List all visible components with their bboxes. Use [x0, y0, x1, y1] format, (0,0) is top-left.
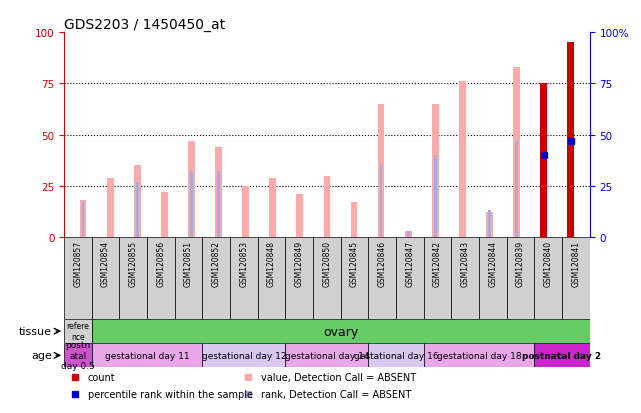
Text: GSM120848: GSM120848 [267, 240, 276, 286]
Bar [285, 344, 369, 368]
Text: age: age [31, 351, 52, 361]
Text: count: count [88, 372, 115, 382]
Bar [567, 43, 574, 237]
Bar [313, 237, 341, 319]
Text: gestational day 11: gestational day 11 [104, 351, 189, 360]
Bar [147, 237, 175, 319]
Text: GSM120850: GSM120850 [322, 240, 331, 286]
Text: GSM120856: GSM120856 [156, 240, 165, 286]
Text: postnatal day 2: postnatal day 2 [522, 351, 602, 360]
Text: GSM120849: GSM120849 [295, 240, 304, 286]
Bar [64, 344, 92, 368]
Bar [230, 237, 258, 319]
Bar [369, 344, 424, 368]
Bar [341, 237, 369, 319]
Bar [540, 84, 547, 237]
Bar [535, 237, 562, 319]
Bar [396, 237, 424, 319]
Bar [134, 166, 140, 237]
Text: GSM120845: GSM120845 [350, 240, 359, 286]
Bar [92, 237, 119, 319]
Bar [203, 237, 230, 319]
Bar [432, 104, 438, 237]
Bar [64, 237, 92, 319]
Bar [451, 237, 479, 319]
Text: gestational day 16: gestational day 16 [354, 351, 438, 360]
Bar [515, 141, 518, 237]
Bar [434, 156, 437, 237]
Text: GSM120847: GSM120847 [405, 240, 414, 286]
Bar [424, 237, 451, 319]
Text: GSM120839: GSM120839 [516, 240, 525, 286]
Bar [567, 43, 574, 237]
Bar [488, 211, 491, 237]
Text: tissue: tissue [19, 326, 52, 336]
Bar [486, 213, 493, 237]
Text: GSM120852: GSM120852 [212, 240, 221, 286]
Bar [378, 104, 385, 237]
Bar [569, 141, 572, 237]
Bar [405, 231, 412, 237]
Bar [507, 237, 535, 319]
Bar [407, 231, 410, 237]
Bar [92, 344, 203, 368]
Text: GSM120841: GSM120841 [571, 240, 580, 286]
Text: GSM120854: GSM120854 [101, 240, 110, 286]
Bar [190, 172, 193, 237]
Bar [424, 344, 535, 368]
Bar [324, 176, 330, 237]
Bar [175, 237, 203, 319]
Text: GSM120857: GSM120857 [74, 240, 83, 286]
Text: GSM120843: GSM120843 [461, 240, 470, 286]
Text: GDS2203 / 1450450_at: GDS2203 / 1450450_at [64, 18, 225, 32]
Bar [379, 166, 383, 237]
Text: gestational day 12: gestational day 12 [202, 351, 286, 360]
Text: gestational day 18: gestational day 18 [437, 351, 521, 360]
Bar [217, 172, 220, 237]
Text: GSM120840: GSM120840 [544, 240, 553, 286]
Bar [188, 141, 195, 237]
Bar [242, 186, 249, 237]
Text: refere
nce: refere nce [67, 322, 89, 341]
Bar [215, 147, 222, 237]
Text: GSM120851: GSM120851 [184, 240, 193, 286]
Bar [351, 203, 358, 237]
Bar [296, 195, 303, 237]
Bar [64, 319, 92, 344]
Bar [479, 237, 507, 319]
Bar [119, 237, 147, 319]
Bar [161, 192, 168, 237]
Bar [535, 344, 590, 368]
Text: GSM120846: GSM120846 [378, 240, 387, 286]
Bar [513, 68, 520, 237]
Text: GSM120855: GSM120855 [129, 240, 138, 286]
Text: GSM120842: GSM120842 [433, 240, 442, 286]
Bar [562, 237, 590, 319]
Text: rank, Detection Call = ABSENT: rank, Detection Call = ABSENT [262, 389, 412, 399]
Text: value, Detection Call = ABSENT: value, Detection Call = ABSENT [262, 372, 417, 382]
Bar [459, 82, 466, 237]
Text: postn
atal
day 0.5: postn atal day 0.5 [61, 341, 95, 370]
Text: percentile rank within the sample: percentile rank within the sample [88, 389, 253, 399]
Text: ovary: ovary [323, 325, 358, 338]
Text: gestational day 14: gestational day 14 [285, 351, 369, 360]
Bar [79, 201, 87, 237]
Bar [81, 203, 85, 237]
Bar [285, 237, 313, 319]
Bar [203, 344, 285, 368]
Text: GSM120853: GSM120853 [240, 240, 249, 286]
Bar [369, 237, 396, 319]
Bar [136, 182, 138, 237]
Bar [269, 178, 276, 237]
Text: GSM120844: GSM120844 [488, 240, 497, 286]
Bar [542, 84, 545, 237]
Bar [258, 237, 285, 319]
Bar [107, 178, 113, 237]
